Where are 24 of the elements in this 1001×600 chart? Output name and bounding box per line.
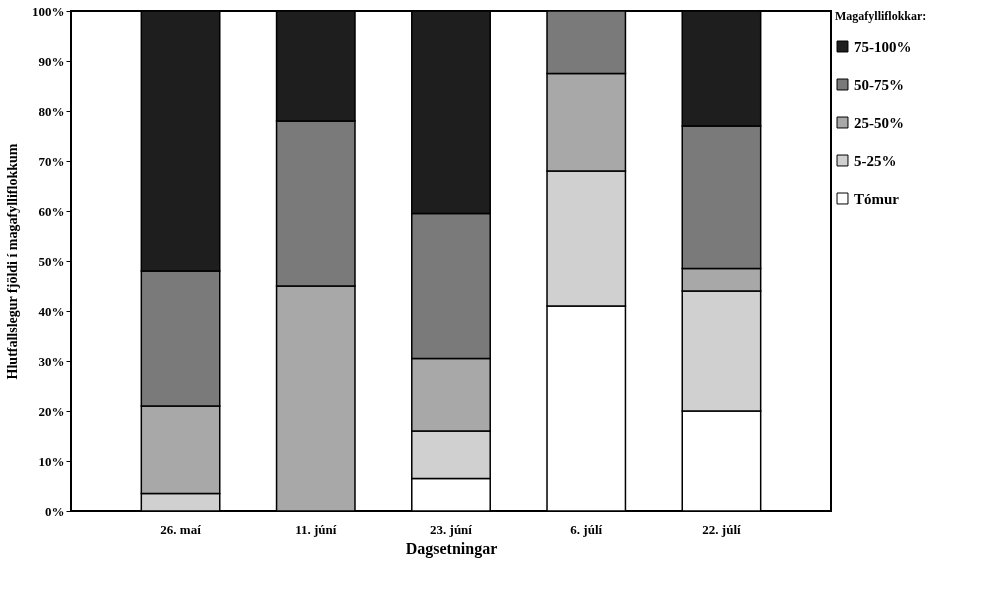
y-tick-label: 30% bbox=[38, 353, 65, 369]
legend-label: 25-50% bbox=[854, 114, 904, 131]
legend-label: 5-25% bbox=[854, 152, 897, 169]
x-tick-label: 22. júlí bbox=[702, 521, 741, 537]
y-tick-label: 10% bbox=[38, 453, 65, 469]
legend-title: Magafylliflokkar: bbox=[835, 9, 927, 23]
y-tick-label: 80% bbox=[38, 103, 65, 119]
y-tick-label: 40% bbox=[38, 303, 65, 319]
y-tick-label: 70% bbox=[38, 153, 65, 169]
y-tick-label: 50% bbox=[38, 253, 65, 269]
legend-label: 50-75% bbox=[854, 76, 904, 93]
x-tick-label: 23. júní bbox=[430, 521, 473, 537]
x-axis-title: Dagsetningar bbox=[405, 539, 498, 558]
y-axis-title: Hlutfallslegur fjöldi í magafylliflokkum bbox=[5, 143, 20, 380]
x-tick-label: 6. júlí bbox=[570, 521, 603, 537]
legend-label: Tómur bbox=[854, 190, 900, 207]
x-tick-label: 26. maí bbox=[160, 521, 202, 537]
y-tick-label: 100% bbox=[32, 3, 65, 19]
y-tick-label: 90% bbox=[38, 53, 65, 69]
x-tick-label: 11. júní bbox=[295, 521, 337, 537]
y-tick-label: 60% bbox=[38, 203, 65, 219]
y-tick-label: 20% bbox=[38, 403, 65, 419]
y-tick-label: 0% bbox=[45, 503, 65, 519]
legend-label: 75-100% bbox=[854, 38, 912, 55]
